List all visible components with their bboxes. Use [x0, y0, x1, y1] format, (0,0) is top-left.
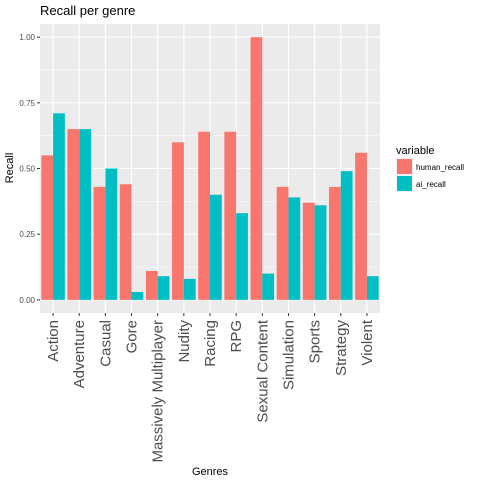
legend-label-human_recall: human_recall [416, 163, 464, 172]
bar-ai_recall-5 [183, 278, 196, 300]
x-tick-label: Casual [97, 320, 114, 367]
legend-swatch-ai_recall [397, 176, 412, 191]
bar-ai_recall-12 [366, 276, 379, 300]
x-axis: Action Adventure Casual Gore Massively Multi… [45, 313, 376, 463]
legend: variable human_recall ai_recall [396, 145, 464, 192]
bar-human_recall-1 [67, 129, 80, 300]
x-tick-label: Massively Multiplayer [150, 320, 167, 463]
bar-human_recall-5 [172, 142, 184, 300]
x-tick-label: Gore [124, 320, 141, 353]
bar-ai_recall-2 [105, 168, 118, 300]
bar-human_recall-12 [355, 152, 367, 300]
bar-ai_recall-10 [314, 205, 327, 300]
y-axis-label: Recall [4, 153, 16, 184]
bar-ai_recall-7 [236, 213, 248, 300]
y-tick-label: 0.00 [19, 296, 35, 305]
bar-human_recall-11 [329, 186, 341, 300]
legend-label-ai_recall: ai_recall [416, 180, 446, 189]
bar-human_recall-10 [302, 202, 315, 300]
x-tick-label: Nudity [176, 320, 193, 363]
bar-human_recall-2 [93, 186, 106, 300]
bars [41, 37, 379, 300]
y-axis: 0.00 0.25 0.50 0.75 1.00 [19, 33, 40, 305]
bar-human_recall-3 [119, 184, 132, 300]
bar-ai_recall-1 [79, 129, 91, 300]
bar-ai_recall-6 [210, 194, 222, 300]
bar-ai_recall-8 [262, 273, 275, 300]
x-tick-label: RPG [228, 320, 245, 353]
bar-human_recall-7 [224, 131, 237, 300]
y-tick-label: 0.75 [19, 99, 35, 108]
legend-swatch-human_recall [397, 159, 412, 174]
bar-human_recall-6 [198, 131, 210, 300]
x-axis-label: Genres [192, 466, 229, 478]
legend-title: variable [396, 145, 435, 157]
bar-human_recall-9 [276, 186, 289, 300]
bar-ai_recall-0 [53, 113, 65, 300]
bar-human_recall-8 [250, 37, 263, 300]
x-tick-label: Racing [202, 320, 219, 367]
x-tick-label: Sexual Content [254, 319, 271, 422]
x-tick-label: Action [45, 320, 62, 362]
x-tick-label: Adventure [71, 320, 88, 388]
x-tick-label: Simulation [280, 320, 297, 390]
x-tick-label: Strategy [333, 320, 350, 376]
y-tick-label: 0.50 [19, 165, 35, 174]
x-tick-label: Violent [359, 319, 376, 365]
bar-human_recall-4 [145, 270, 158, 300]
bar-human_recall-0 [41, 155, 54, 300]
y-tick-label: 0.25 [19, 230, 35, 239]
bar-ai_recall-9 [288, 197, 301, 300]
y-tick-label: 1.00 [19, 33, 35, 42]
bar-ai_recall-11 [340, 171, 353, 300]
chart-title: Recall per genre [40, 3, 135, 18]
bar-ai_recall-3 [131, 291, 144, 300]
x-tick-label: Sports [307, 320, 324, 363]
bar-ai_recall-4 [157, 276, 170, 300]
